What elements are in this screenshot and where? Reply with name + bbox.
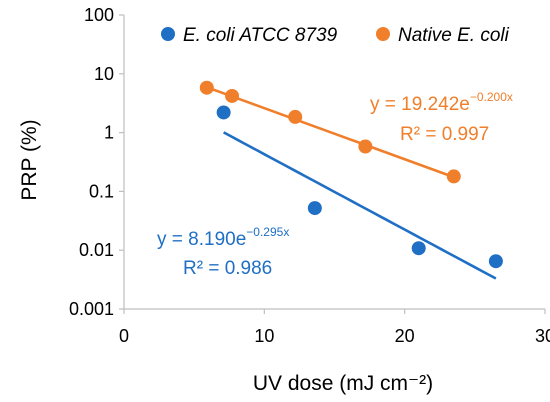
x-tick-label: 0 (119, 326, 129, 346)
points (199, 80, 503, 269)
legend-marker-native-ecoli (376, 27, 390, 41)
legend-label-native-ecoli: Native E. coli (398, 25, 510, 46)
x-axis-title: UV dose (mJ cm⁻²) (253, 372, 433, 395)
x-tick-label: 30 (535, 326, 550, 346)
equation-ecoli-atcc-exponent: −0.295x (246, 225, 289, 239)
y-tick-label: 0.001 (69, 299, 114, 319)
r2-native-ecoli: R² = 0.997 (400, 124, 489, 145)
data-point-series-1 (288, 109, 303, 124)
y-tick-label: 0.1 (89, 181, 114, 201)
y-tick-label: 100 (84, 5, 114, 25)
y-axis-title: PRP (%) (18, 119, 41, 200)
data-point-series-0 (488, 254, 503, 269)
data-point-series-1 (446, 169, 461, 184)
data-point-series-0 (307, 201, 322, 216)
equation-ecoli-atcc: y = 8.190e−0.295x (157, 225, 289, 250)
y-tick-label: 0.01 (79, 240, 114, 260)
legend-label-ecoli-atcc: E. coli ATCC 8739 (183, 25, 338, 46)
data-point-series-1 (358, 139, 373, 154)
legend: E. coli ATCC 8739 Native E. coli (161, 25, 510, 46)
equation-native-ecoli-base: y = 19.242e (370, 94, 470, 115)
legend-marker-ecoli-atcc (161, 27, 175, 41)
x-tick-label: 10 (254, 326, 274, 346)
ticks: 0.001 0.01 0.1 1 10 100 0 10 20 30 (69, 5, 550, 346)
data-point-series-0 (216, 105, 231, 120)
annotations: y = 19.242e−0.200x R² = 0.997 y = 8.190e… (157, 90, 513, 279)
axes (123, 15, 545, 310)
x-tick-label: 20 (395, 326, 415, 346)
r2-ecoli-atcc: R² = 0.986 (183, 258, 272, 279)
equation-native-ecoli: y = 19.242e−0.200x (370, 90, 513, 115)
data-point-series-0 (411, 241, 426, 256)
y-tick-label: 1 (104, 123, 114, 143)
data-point-series-1 (199, 80, 214, 95)
data-point-series-1 (225, 88, 240, 103)
equation-ecoli-atcc-base: y = 8.190e (157, 229, 246, 250)
trendline-series-0 (223, 131, 497, 280)
trendline-series-1 (206, 85, 455, 179)
y-tick-label: 10 (94, 64, 114, 84)
equation-native-ecoli-exponent: −0.200x (470, 90, 513, 104)
trendlines (206, 85, 497, 280)
